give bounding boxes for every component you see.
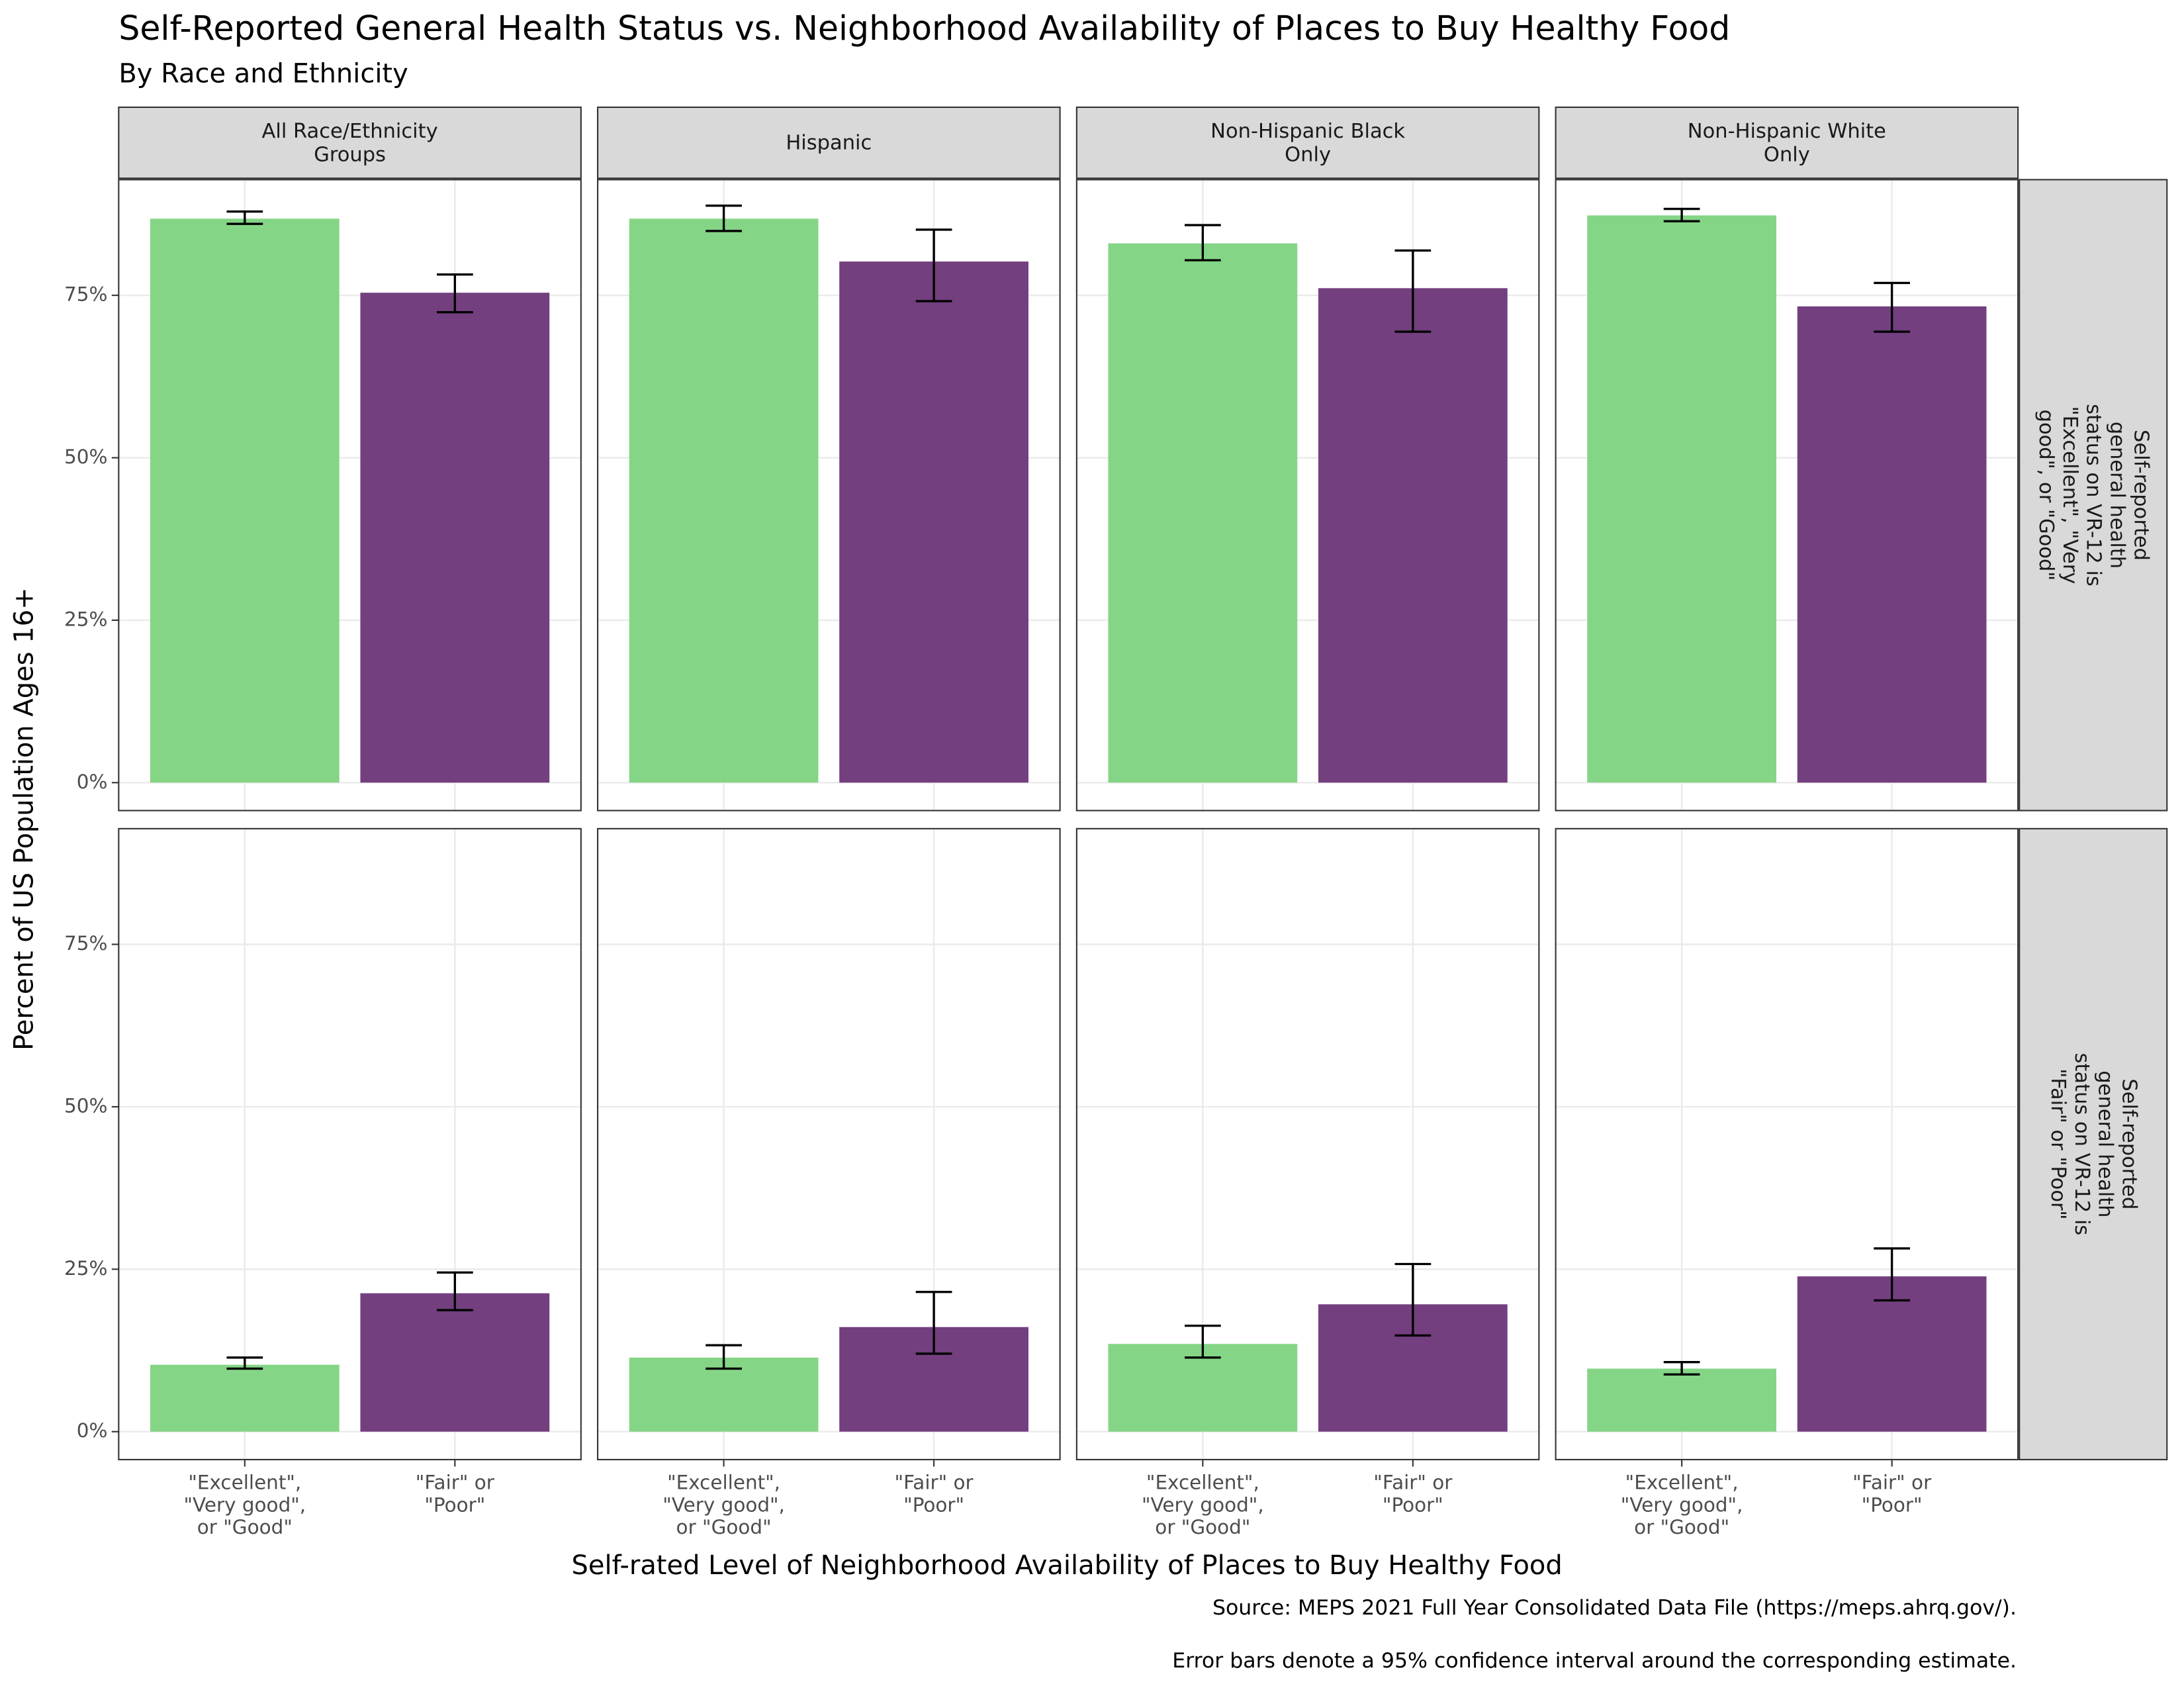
chart-title: Self-Reported General Health Status vs. … (118, 9, 1730, 48)
x-tick-label-line: "Poor" (903, 1493, 964, 1516)
column-strip-label-line: Groups (314, 143, 386, 166)
y-tick-label: 0% (77, 771, 108, 793)
x-tick-label: "Fair" or "Poor" (416, 1471, 495, 1516)
x-tick-label: "Excellent", "Very good", or "Good" (1621, 1471, 1743, 1538)
column-strip-label-line: All Race/Ethnicity (262, 119, 438, 142)
x-tick-label: "Fair" or "Poor" (895, 1471, 974, 1516)
x-tick-label-line: "Excellent", (188, 1471, 301, 1493)
x-axis-label: Self-rated Level of Neighborhood Availab… (572, 1550, 1563, 1581)
x-tick-label-line: or "Good" (676, 1516, 772, 1538)
x-tick-label-line: "Poor" (1383, 1493, 1443, 1516)
row-strip-label-line: Self-reported (2118, 1078, 2141, 1209)
column-strip (597, 106, 1061, 179)
panel-border (597, 827, 1061, 1461)
row-strip-label-line: "Excellent", "Very (2058, 406, 2081, 585)
column-strip (1555, 106, 2019, 179)
caption-note: Error bars denote a 95% confidence inter… (1172, 1649, 2017, 1673)
x-tick-label-line: or "Good" (1155, 1516, 1250, 1538)
bar (1797, 1276, 1987, 1432)
column-strip-label-line: Non-Hispanic White (1688, 119, 1886, 142)
panel-border (1075, 827, 1540, 1461)
row-strip (2019, 179, 2168, 812)
column-strip-label-line: Hispanic (786, 131, 872, 154)
x-tick-label: "Excellent", "Very good", or "Good" (183, 1471, 306, 1538)
bar (629, 1357, 819, 1432)
bar (360, 293, 550, 783)
panel-border (118, 827, 582, 1461)
row-strip-label-line: "Fair" or "Poor" (2047, 1068, 2070, 1219)
row-strip-label-line: good", or "Good" (2035, 410, 2058, 581)
x-tick-label: "Fair" or "Poor" (1852, 1471, 1932, 1516)
y-tick-label: 50% (64, 445, 107, 468)
panel-border (1555, 179, 2019, 812)
panel-border (1075, 179, 1540, 812)
bar (1797, 306, 1987, 783)
column-strip-label-line: Only (1764, 143, 1810, 166)
y-tick-label: 50% (64, 1094, 107, 1117)
y-tick-label: 25% (64, 1257, 107, 1280)
x-tick-label-line: "Excellent", (1625, 1471, 1739, 1493)
x-tick-label: "Excellent", "Very good", or "Good" (662, 1471, 785, 1538)
bar (1587, 1368, 1777, 1432)
row-strip-label-line: status on VR-12 is (2082, 404, 2105, 586)
bar (1318, 288, 1508, 783)
y-tick-label: 25% (64, 608, 107, 630)
bar (629, 218, 819, 783)
panel-border (1555, 827, 2019, 1461)
column-strip-label: Non-Hispanic White Only (1688, 119, 1886, 166)
column-strip-label: All Race/Ethnicity Groups (262, 119, 438, 166)
x-tick-label-line: "Excellent", (1146, 1471, 1259, 1493)
panel-border (118, 179, 582, 812)
bar (360, 1293, 550, 1432)
x-tick-label-line: "Very good", (1621, 1493, 1743, 1516)
x-tick-label-line: "Fair" or (1852, 1471, 1932, 1493)
column-strip-label: Hispanic (786, 131, 872, 154)
x-tick-label-line: "Poor" (424, 1493, 485, 1516)
bar (150, 218, 340, 783)
x-tick-label-line: or "Good" (1634, 1516, 1729, 1538)
row-strip-label: Self-reportedgeneral healthstatus on VR-… (2035, 404, 2153, 586)
column-strip (118, 106, 582, 179)
bar (839, 261, 1028, 783)
y-tick-label: 75% (64, 932, 107, 955)
y-axis-label: Percent of US Population Ages 16+ (9, 587, 39, 1051)
y-tick-label: 75% (64, 283, 107, 306)
column-strip-label-line: Non-Hispanic Black (1210, 119, 1405, 142)
row-strip-label-line: general health (2094, 1070, 2117, 1217)
x-tick-label: "Fair" or "Poor" (1373, 1471, 1453, 1516)
x-tick-label-line: "Poor" (1862, 1493, 1923, 1516)
x-tick-label-line: or "Good" (197, 1516, 293, 1538)
x-tick-label-line: "Very good", (1142, 1493, 1264, 1516)
source-note: Source: MEPS 2021 Full Year Consolidated… (1212, 1596, 2017, 1620)
x-tick-label-line: "Very good", (662, 1493, 785, 1516)
row-strip (2019, 827, 2168, 1461)
x-tick-label-line: "Fair" or (1373, 1471, 1453, 1493)
bar (1587, 215, 1777, 783)
column-strip (1075, 106, 1540, 179)
row-strip-label-line: general health (2106, 422, 2129, 569)
x-tick-label-line: "Very good", (183, 1493, 306, 1516)
bar (150, 1364, 340, 1432)
chart-subtitle: By Race and Ethnicity (118, 59, 408, 89)
panel-border (597, 179, 1061, 812)
row-strip-label: Self-reportedgeneral healthstatus on VR-… (2047, 1053, 2141, 1236)
x-tick-label: "Excellent", "Very good", or "Good" (1142, 1471, 1264, 1538)
x-tick-label-line: "Excellent", (667, 1471, 780, 1493)
row-strip-label-line: status on VR-12 is (2070, 1053, 2093, 1236)
x-tick-label-line: "Fair" or (895, 1471, 974, 1493)
column-strip-label: Non-Hispanic Black Only (1210, 119, 1405, 166)
bar (1108, 243, 1298, 783)
row-strip-label-line: Self-reported (2130, 430, 2153, 561)
column-strip-label-line: Only (1285, 143, 1331, 166)
y-tick-label: 0% (77, 1419, 108, 1442)
x-tick-label-line: "Fair" or (416, 1471, 495, 1493)
